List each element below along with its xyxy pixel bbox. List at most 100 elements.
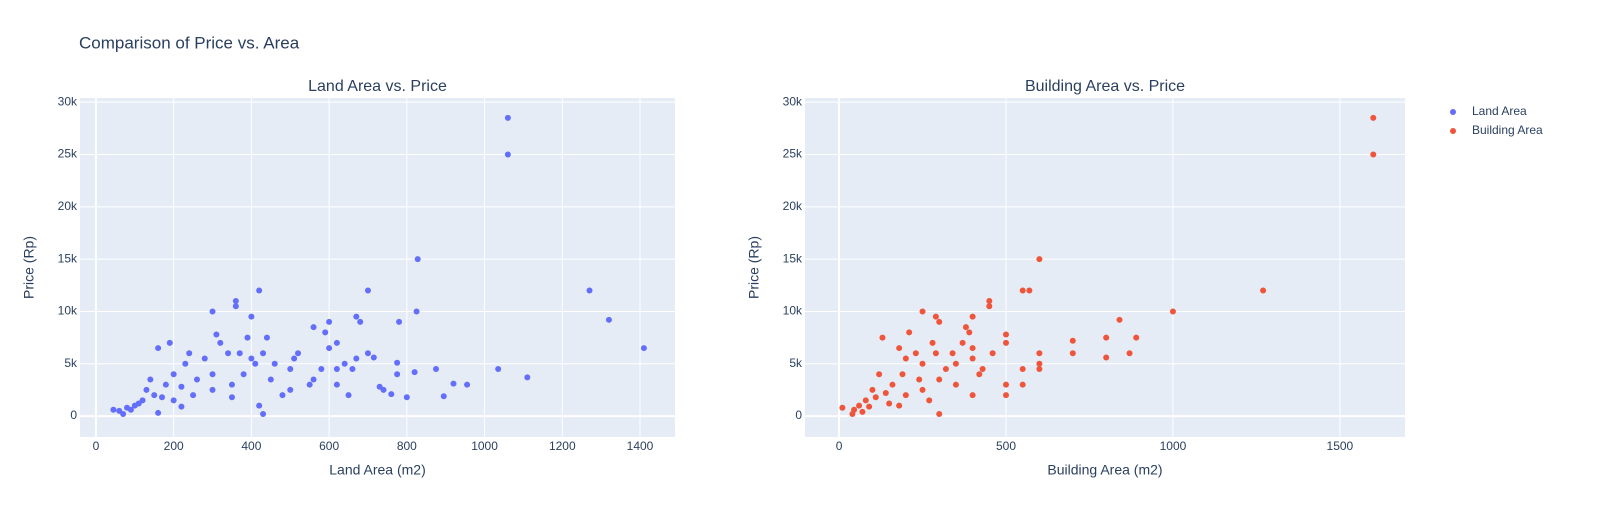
legend-label: Land Area xyxy=(1472,104,1527,118)
point xyxy=(936,376,943,383)
y-tick-label: 10k xyxy=(58,304,78,318)
point xyxy=(232,297,239,304)
point xyxy=(605,316,612,323)
point xyxy=(364,350,371,357)
point xyxy=(213,331,220,338)
point xyxy=(872,394,879,401)
point xyxy=(186,350,193,357)
point xyxy=(256,287,263,294)
point xyxy=(209,386,216,393)
point xyxy=(929,339,936,346)
point xyxy=(260,410,267,417)
legend-marker xyxy=(1450,128,1456,134)
point xyxy=(326,345,333,352)
point xyxy=(357,318,364,325)
point xyxy=(849,410,856,417)
point xyxy=(504,114,511,121)
point xyxy=(1169,308,1176,315)
x-tick-label: 400 xyxy=(241,439,261,453)
point xyxy=(1133,334,1140,341)
point xyxy=(178,403,185,410)
point xyxy=(640,345,647,352)
point xyxy=(403,394,410,401)
point xyxy=(353,313,360,320)
x-tick-label: 500 xyxy=(996,439,1016,453)
x-tick-label: 1400 xyxy=(627,439,654,453)
point xyxy=(287,386,294,393)
point xyxy=(170,371,177,378)
point xyxy=(1003,392,1010,399)
y-tick-label: 20k xyxy=(783,199,803,213)
point xyxy=(388,391,395,398)
point xyxy=(166,339,173,346)
point xyxy=(201,355,208,362)
point xyxy=(966,329,973,336)
point xyxy=(912,350,919,357)
point xyxy=(287,365,294,372)
point xyxy=(151,392,158,399)
point xyxy=(120,410,127,417)
point xyxy=(969,355,976,362)
point xyxy=(333,381,340,388)
point xyxy=(260,350,267,357)
point xyxy=(952,360,959,367)
point xyxy=(193,376,200,383)
point xyxy=(1026,287,1033,294)
y-tick-label: 0 xyxy=(795,408,802,422)
point xyxy=(896,402,903,409)
point xyxy=(244,334,251,341)
point xyxy=(394,359,401,366)
y-tick-label: 25k xyxy=(783,147,803,161)
point xyxy=(256,402,263,409)
point xyxy=(333,365,340,372)
point xyxy=(869,386,876,393)
point xyxy=(279,392,286,399)
point xyxy=(916,376,923,383)
point xyxy=(919,386,926,393)
point xyxy=(919,308,926,315)
point xyxy=(902,355,909,362)
point xyxy=(209,371,216,378)
point xyxy=(886,400,893,407)
point xyxy=(1126,350,1133,357)
point xyxy=(524,374,531,381)
point xyxy=(952,381,959,388)
point xyxy=(155,345,162,352)
point xyxy=(326,318,333,325)
point xyxy=(252,360,259,367)
point xyxy=(1036,360,1043,367)
point xyxy=(267,376,274,383)
point xyxy=(962,324,969,331)
point xyxy=(1036,350,1043,357)
point xyxy=(432,365,439,372)
point xyxy=(839,404,846,411)
y-tick-label: 5k xyxy=(64,356,78,370)
point xyxy=(1103,354,1110,361)
point xyxy=(969,313,976,320)
point xyxy=(135,400,142,407)
subplot-title: Building Area vs. Price xyxy=(1025,78,1185,95)
point xyxy=(986,297,993,304)
point xyxy=(1019,365,1026,372)
y-axis-title: Price (Rp) xyxy=(746,236,762,299)
legend-label: Building Area xyxy=(1472,123,1543,137)
y-tick-label: 0 xyxy=(70,408,77,422)
point xyxy=(318,365,325,372)
point xyxy=(1036,365,1043,372)
y-tick-label: 15k xyxy=(783,251,803,265)
point xyxy=(1103,334,1110,341)
point xyxy=(876,371,883,378)
point xyxy=(932,313,939,320)
point xyxy=(228,394,235,401)
point xyxy=(932,350,939,357)
point xyxy=(228,381,235,388)
x-tick-label: 1500 xyxy=(1327,439,1354,453)
point xyxy=(170,397,177,404)
point xyxy=(396,318,403,325)
point xyxy=(240,371,247,378)
point xyxy=(879,334,886,341)
point xyxy=(906,329,913,336)
point xyxy=(341,360,348,367)
point xyxy=(586,287,593,294)
